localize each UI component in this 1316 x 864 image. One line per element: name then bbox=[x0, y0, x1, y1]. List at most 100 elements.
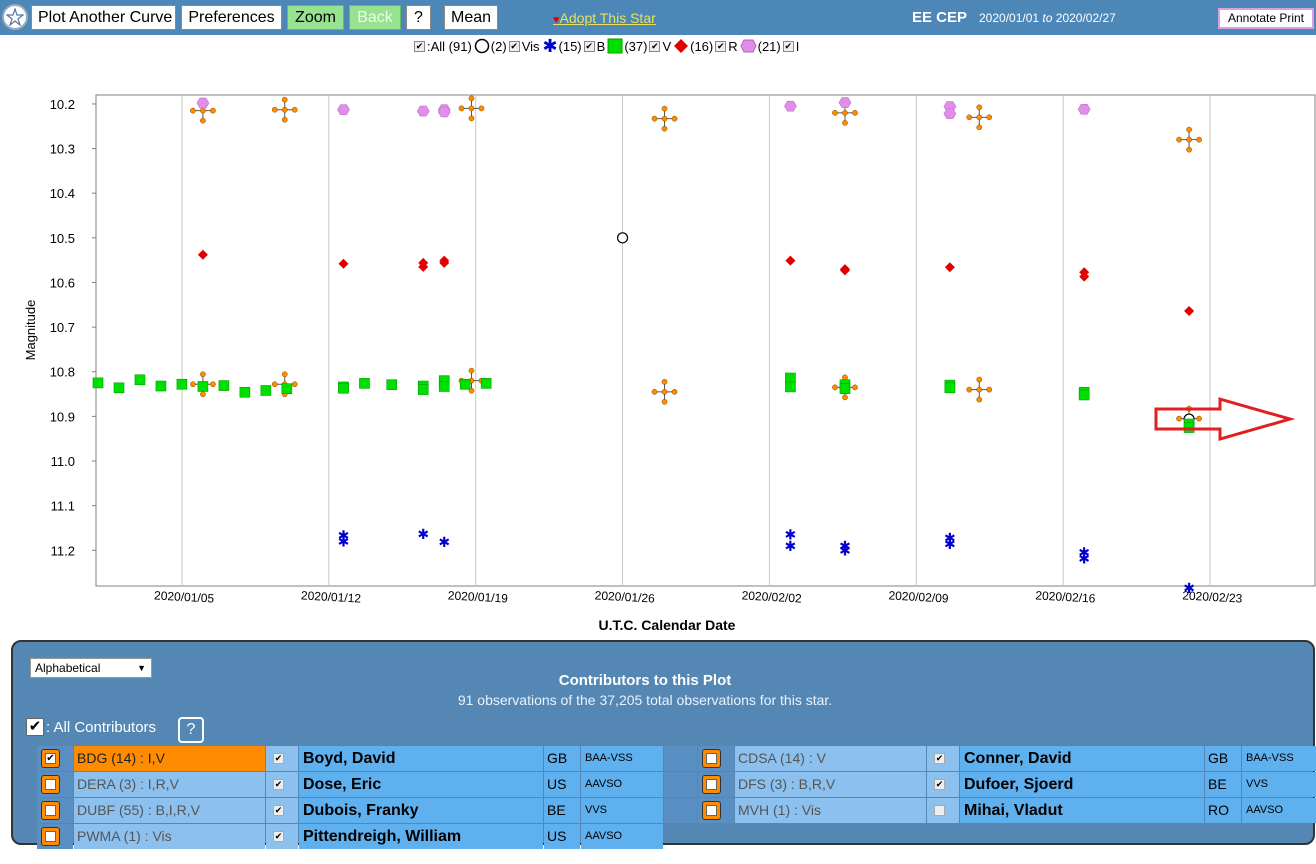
adopt-star-link[interactable]: ♥Adopt This Star bbox=[553, 10, 656, 26]
mean-button[interactable]: Mean bbox=[444, 5, 498, 30]
v-point bbox=[417, 384, 429, 395]
observer-toggle-cell[interactable] bbox=[698, 798, 734, 823]
legend-i[interactable]: (21) ✔ I bbox=[740, 38, 799, 54]
r-point bbox=[785, 255, 796, 266]
legend-v-checkbox[interactable]: ✔ bbox=[649, 40, 661, 52]
observer-organization: AAVSO bbox=[1242, 798, 1316, 823]
all-contributors-label: : All Contributors bbox=[46, 718, 157, 736]
observer-country: RO bbox=[1205, 798, 1241, 823]
observer-code: CDSA (14) : V bbox=[735, 746, 926, 771]
legend-all-checkbox[interactable]: ✔ bbox=[414, 40, 425, 52]
observer-toggle-cell[interactable] bbox=[37, 772, 73, 797]
legend-b[interactable]: ✱ (15) ✔ B bbox=[542, 38, 605, 54]
observer-organization: BAA-VSS bbox=[581, 746, 663, 771]
observer-toggle-button[interactable] bbox=[702, 749, 721, 768]
legend-vis-band: Vis bbox=[521, 38, 540, 54]
help-button[interactable]: ? bbox=[406, 5, 431, 30]
observer-checkbox[interactable]: ✔ bbox=[273, 831, 284, 842]
observer-checkbox[interactable]: ✔ bbox=[273, 779, 284, 790]
observer-toggle-button[interactable] bbox=[41, 801, 60, 820]
observer-code: DFS (3) : B,R,V bbox=[735, 772, 926, 797]
observer-select-cell[interactable]: ✔ bbox=[927, 772, 959, 797]
light-curve-chart[interactable]: 2020/01/05 2020/01/12 2020/01/19 2020/01/26… bbox=[0, 60, 1316, 640]
observer-code: DUBF (55) : B,I,R,V bbox=[74, 798, 265, 823]
v-point bbox=[134, 374, 146, 386]
observer-toggle-cell[interactable] bbox=[698, 746, 734, 771]
observer-toggle-button[interactable] bbox=[702, 775, 721, 794]
observer-select-cell[interactable]: ✔ bbox=[927, 746, 959, 771]
observer-name: Mihai, Vladut bbox=[960, 798, 1204, 823]
observer-toggle-button[interactable] bbox=[702, 801, 721, 820]
r-point bbox=[197, 249, 208, 260]
aavso-logo-icon[interactable] bbox=[2, 4, 28, 30]
legend-i-count: (21) bbox=[757, 38, 781, 54]
observer-toggle-button[interactable] bbox=[41, 827, 60, 846]
observer-country: US bbox=[544, 824, 580, 849]
contributor-row: DUBF (55) : B,I,R,V ✔ Dubois, Franky BE VVS M… bbox=[37, 798, 1316, 823]
observer-select-cell[interactable]: ✔ bbox=[266, 798, 298, 823]
legend-b-checkbox[interactable]: ✔ bbox=[583, 40, 595, 52]
all-contributors-toggle[interactable]: ✔ : All Contributors bbox=[26, 718, 156, 736]
sort-order-select[interactable]: Alphabetical ▼ bbox=[30, 658, 152, 678]
observer-code: PWMA (1) : Vis bbox=[74, 824, 265, 849]
checkbox-icon: ✔ bbox=[45, 753, 56, 764]
all-contributors-checkbox[interactable]: ✔ bbox=[26, 718, 44, 736]
observer-select-cell[interactable] bbox=[927, 798, 959, 823]
legend-i-checkbox[interactable]: ✔ bbox=[782, 40, 794, 52]
i-point bbox=[416, 105, 430, 117]
legend-r[interactable]: (16) ✔ R bbox=[673, 38, 738, 54]
i-point bbox=[1077, 103, 1091, 115]
v-point bbox=[480, 378, 492, 389]
observer-checkbox[interactable]: ✔ bbox=[273, 753, 284, 764]
mean-point bbox=[966, 104, 993, 131]
blue-star-icon: ✱ bbox=[542, 38, 557, 54]
observer-select-cell[interactable]: ✔ bbox=[266, 746, 298, 771]
plot-another-curve-button[interactable]: Plot Another Curve bbox=[31, 5, 176, 30]
legend-r-count: (16) bbox=[690, 38, 714, 54]
x-tick-label: 2020/02/23 bbox=[1182, 588, 1243, 605]
observer-checkbox[interactable]: ✔ bbox=[273, 805, 284, 816]
observer-toggle-cell[interactable]: ✔ bbox=[37, 746, 73, 771]
zoom-button[interactable]: Zoom bbox=[287, 5, 344, 30]
observer-checkbox[interactable]: ✔ bbox=[934, 753, 945, 764]
observer-toggle-cell[interactable] bbox=[37, 824, 73, 849]
observer-toggle-cell[interactable] bbox=[37, 798, 73, 823]
observer-select-cell[interactable]: ✔ bbox=[266, 824, 298, 849]
b-point: ✱ bbox=[338, 529, 350, 545]
mean-point bbox=[190, 371, 216, 398]
v-point bbox=[239, 386, 251, 398]
green-square-icon bbox=[607, 38, 623, 54]
annotate-print-button[interactable]: Annotate Print bbox=[1218, 8, 1314, 29]
observer-name: Boyd, David bbox=[299, 746, 543, 771]
observer-toggle-button[interactable]: ✔ bbox=[41, 749, 60, 768]
observer-country: GB bbox=[544, 746, 580, 771]
observer-organization: AAVSO bbox=[581, 824, 663, 849]
violet-hexagon-icon bbox=[740, 39, 757, 53]
legend-all[interactable]: ✔ :All (91) bbox=[412, 39, 472, 54]
back-button[interactable]: Back bbox=[349, 5, 401, 30]
observer-name: Conner, David bbox=[960, 746, 1204, 771]
column-separator bbox=[664, 772, 697, 797]
observer-checkbox[interactable] bbox=[934, 805, 945, 816]
contributors-help-button[interactable]: ? bbox=[178, 717, 204, 743]
x-tick-label: 2020/02/16 bbox=[1035, 588, 1096, 605]
legend-vis-checkbox[interactable]: ✔ bbox=[508, 40, 520, 52]
observer-toggle-button[interactable] bbox=[41, 775, 60, 794]
observer-checkbox[interactable]: ✔ bbox=[934, 779, 945, 790]
observer-select-cell[interactable]: ✔ bbox=[266, 772, 298, 797]
v-point bbox=[197, 381, 209, 392]
preferences-button[interactable]: Preferences bbox=[181, 5, 282, 30]
chart-marks: ✱✱ ✱✱ ✱✱ ✱✱✱✱✱✱✱ bbox=[92, 95, 1202, 597]
observer-toggle-cell[interactable] bbox=[698, 772, 734, 797]
legend-r-checkbox[interactable]: ✔ bbox=[715, 40, 727, 52]
legend-r-band: R bbox=[728, 38, 738, 54]
svg-text:✱: ✱ bbox=[542, 38, 557, 54]
mean-point bbox=[651, 105, 678, 132]
legend-vis[interactable]: (2) ✔ Vis bbox=[474, 38, 540, 54]
v-point bbox=[839, 383, 851, 395]
x-tick-label: 2020/01/12 bbox=[301, 588, 362, 605]
x-tick-label: 2020/01/26 bbox=[594, 588, 655, 605]
observer-organization: VVS bbox=[1242, 772, 1316, 797]
legend-v[interactable]: (37) ✔ V bbox=[607, 38, 671, 54]
observer-name: Dose, Eric bbox=[299, 772, 543, 797]
